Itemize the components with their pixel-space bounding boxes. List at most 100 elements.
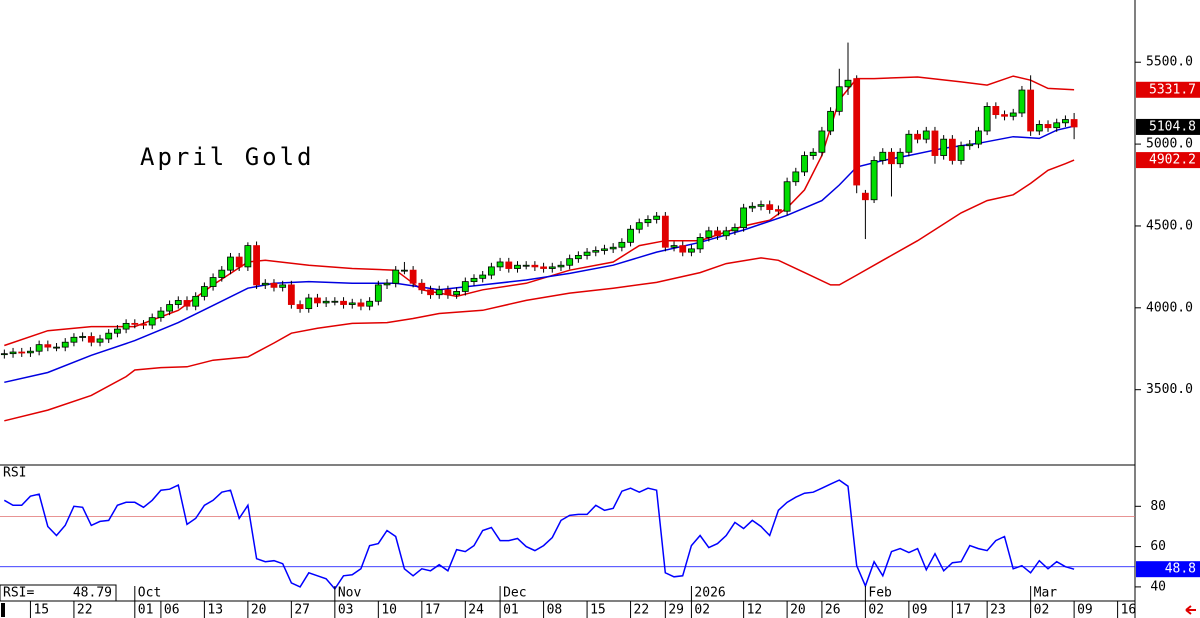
x-tick-label: 08	[547, 603, 563, 618]
candle-body	[418, 282, 426, 291]
candle-body	[470, 277, 478, 283]
candle-body	[157, 310, 165, 319]
candle-body	[96, 338, 104, 343]
y-tick-label: 3500.0	[1146, 382, 1193, 397]
candle-body	[435, 289, 443, 296]
candle-body	[992, 106, 1000, 116]
candle-body	[888, 151, 895, 165]
candle-body	[348, 302, 356, 305]
candle-body	[853, 78, 861, 186]
candle-body	[566, 258, 574, 266]
x-tick-label: 09	[1077, 603, 1093, 618]
candle-body	[461, 281, 469, 292]
candle-body	[609, 246, 617, 250]
candle-body	[401, 269, 408, 272]
candle-body	[487, 266, 495, 276]
candle-body	[809, 151, 817, 156]
candle-body	[383, 282, 391, 286]
candle-body	[514, 264, 521, 269]
candle-body	[218, 269, 226, 278]
y-tick-label: 5000.0	[1146, 137, 1193, 152]
candle-body	[748, 205, 756, 209]
candle-body	[583, 251, 591, 256]
candle-body	[392, 269, 400, 284]
candle-body	[44, 344, 52, 348]
candle-body	[1027, 89, 1035, 132]
x-tick-label: 02	[868, 603, 884, 618]
candle-body	[87, 336, 95, 343]
candle-body	[783, 181, 791, 212]
candle-body	[757, 204, 765, 207]
candle-body	[896, 151, 904, 165]
candle-body	[601, 248, 608, 251]
candle-body	[540, 266, 547, 269]
candle-body	[557, 264, 565, 268]
candle-body	[1001, 114, 1008, 117]
candle-body	[244, 245, 252, 268]
band-tag-box	[1136, 81, 1200, 98]
candle-body	[27, 350, 34, 354]
x-tick-label: 22	[634, 603, 650, 618]
candle-body	[366, 300, 374, 307]
month-label: Nov	[338, 586, 362, 601]
rsi-tag-box	[1136, 561, 1200, 578]
candle-body	[722, 230, 730, 237]
band-line	[4, 159, 1075, 422]
candle-body	[227, 256, 234, 271]
x-tick-label: 15	[33, 603, 49, 618]
candle-body	[1018, 89, 1026, 114]
candle-body	[357, 302, 365, 307]
candle-body	[592, 250, 600, 253]
candle-body	[61, 341, 69, 348]
band-tag-box	[1136, 152, 1200, 169]
candle-body	[0, 353, 8, 356]
month-label: Dec	[503, 586, 526, 601]
candle-body	[966, 143, 974, 147]
candle-body	[79, 336, 87, 338]
candle-body	[688, 248, 695, 253]
rsi-tag-label: 48.8	[1165, 562, 1196, 577]
candle-body	[775, 209, 782, 212]
candle-body	[940, 138, 948, 156]
candle-body	[1053, 122, 1061, 129]
candle-body	[453, 291, 461, 296]
x-tick-label: 17	[955, 603, 971, 618]
candle-body	[296, 304, 304, 310]
candle-body	[166, 304, 173, 312]
candle-body	[200, 286, 208, 297]
x-tick-label: 27	[294, 603, 310, 618]
band-line	[4, 75, 1075, 347]
scroll-arrow	[1185, 605, 1196, 615]
candle-body	[9, 351, 17, 355]
candle-body	[522, 264, 530, 267]
rsi-readout-box	[0, 584, 117, 602]
y-tick-label: 4000.0	[1146, 300, 1193, 315]
candle-body	[827, 110, 834, 132]
band-tag-label: 5331.7	[1149, 82, 1196, 97]
candle-body	[340, 300, 347, 305]
candle-body	[653, 215, 661, 220]
candle-body	[1044, 124, 1052, 129]
candle-body	[183, 300, 191, 307]
x-tick-label: 20	[251, 603, 267, 618]
y-tick-label: 60	[1150, 539, 1166, 554]
candle-body	[444, 289, 452, 296]
candle-body	[531, 264, 539, 268]
candle-body	[905, 133, 913, 153]
candle-body	[670, 245, 678, 248]
scroll-marker	[1, 603, 5, 617]
chart-title: April Gold	[140, 143, 315, 171]
month-label: Oct	[138, 586, 161, 601]
y-tick-label: 4500.0	[1146, 218, 1193, 233]
candle-body	[70, 336, 78, 343]
x-tick-label: 20	[790, 603, 806, 618]
candle-body	[835, 86, 843, 112]
x-tick-label: 03	[338, 603, 354, 618]
candle-body	[740, 207, 748, 228]
month-label: 2026	[694, 586, 725, 601]
candle-body	[53, 346, 60, 349]
candle-body	[618, 241, 626, 248]
candle-body	[1009, 112, 1017, 117]
x-tick-label: 10	[381, 603, 397, 618]
